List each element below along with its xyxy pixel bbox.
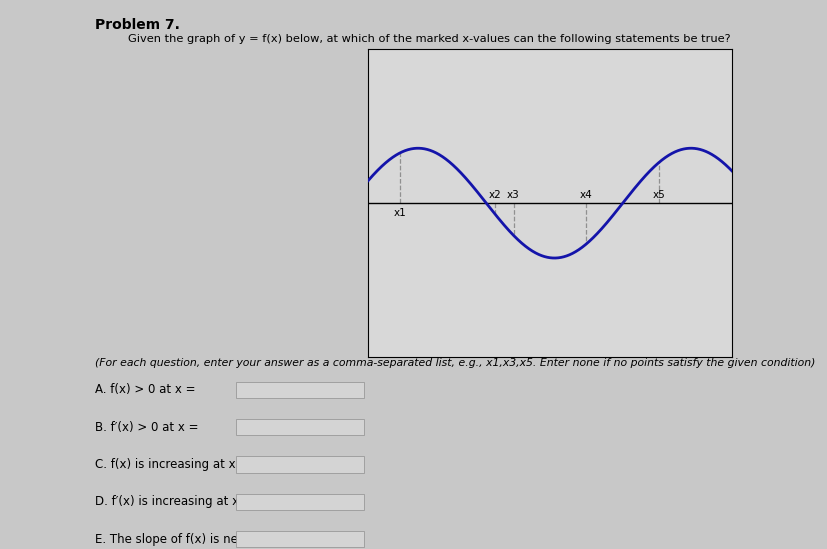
- Text: B. f′(x) > 0 at x =: B. f′(x) > 0 at x =: [95, 421, 198, 434]
- Text: x2: x2: [489, 190, 502, 200]
- Text: A. f(x) > 0 at x =: A. f(x) > 0 at x =: [95, 383, 196, 396]
- Text: D. f′(x) is increasing at x =: D. f′(x) is increasing at x =: [95, 495, 253, 508]
- Text: x4: x4: [580, 190, 593, 200]
- Text: x5: x5: [653, 190, 666, 200]
- Text: Problem 7.: Problem 7.: [95, 18, 180, 32]
- Text: E. The slope of f(x) is negative at x =: E. The slope of f(x) is negative at x =: [95, 533, 315, 546]
- Text: (For each question, enter your answer as a comma-separated list, e.g., x1,x3,x5.: (For each question, enter your answer as…: [95, 358, 815, 368]
- Text: Given the graph of y = f(x) below, at which of the marked x-values can the follo: Given the graph of y = f(x) below, at wh…: [128, 34, 731, 44]
- Text: x3: x3: [507, 190, 520, 200]
- Text: C. f(x) is increasing at x =: C. f(x) is increasing at x =: [95, 458, 250, 471]
- Text: x1: x1: [394, 208, 406, 217]
